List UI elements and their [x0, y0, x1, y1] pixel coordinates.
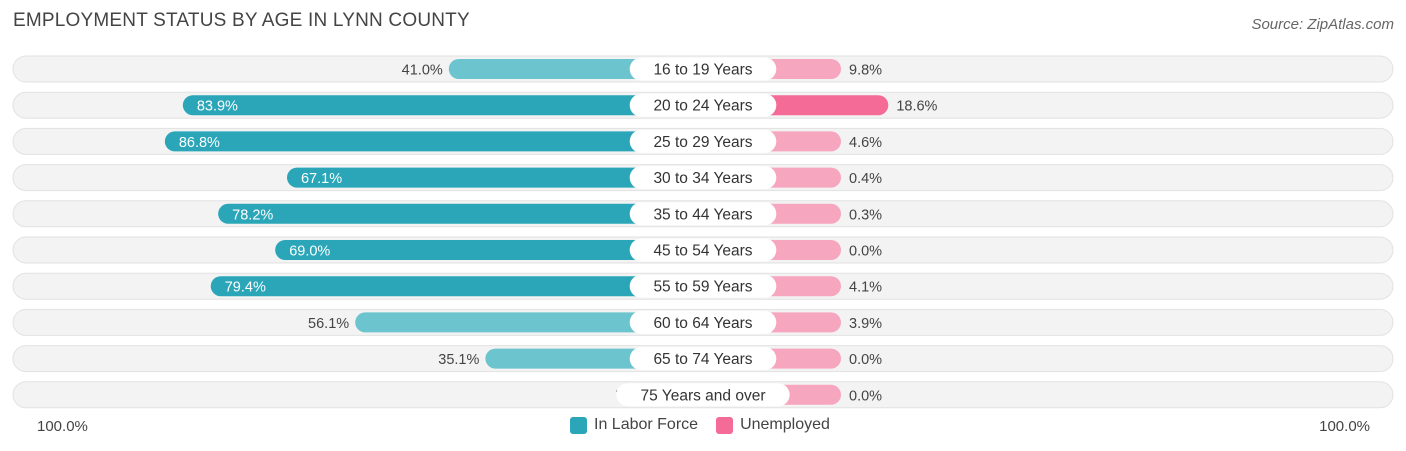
labor-force-value-label: 67.1% — [301, 171, 342, 187]
legend: In Labor Force Unemployed — [570, 416, 848, 434]
axis-left-label: 100.0% — [37, 418, 88, 435]
labor-force-bar — [164, 131, 704, 152]
legend-swatch-labor-force — [570, 416, 587, 434]
unemployed-value-label: 0.0% — [849, 352, 882, 368]
labor-force-value-label: 35.1% — [438, 352, 479, 368]
labor-force-value-label: 69.0% — [289, 244, 330, 260]
category-pill — [629, 238, 777, 262]
category-label: 60 to 64 Years — [653, 315, 752, 332]
category-label: 45 to 54 Years — [653, 243, 752, 260]
labor-force-bar — [182, 95, 703, 116]
labor-force-value-label: 79.4% — [225, 280, 266, 296]
labor-force-value-label: 83.9% — [197, 99, 238, 115]
unemployed-value-label: 4.6% — [849, 135, 882, 151]
category-label: 75 Years and over — [641, 387, 766, 404]
category-pill — [629, 93, 777, 117]
category-label: 35 to 44 Years — [653, 206, 752, 223]
unemployed-value-label: 9.8% — [849, 63, 882, 79]
unemployed-value-label: 0.4% — [849, 171, 882, 187]
category-label: 16 to 19 Years — [653, 62, 752, 79]
source-label: Source: ZipAtlas.com — [1251, 16, 1394, 33]
legend-item-labor-force: In Labor Force — [570, 416, 698, 434]
labor-force-value-label: 78.2% — [232, 207, 273, 223]
labor-force-value-label: 86.8% — [179, 135, 220, 151]
labor-force-bar — [210, 276, 703, 297]
category-pill — [629, 347, 777, 371]
unemployed-value-label: 0.0% — [849, 388, 882, 404]
legend-swatch-unemployed — [716, 416, 734, 434]
labor-force-bar — [218, 203, 703, 224]
legend-item-unemployed: Unemployed — [716, 416, 830, 434]
category-pill — [629, 202, 777, 226]
unemployed-value-label: 18.6% — [896, 99, 937, 115]
chart-title: EMPLOYMENT STATUS BY AGE IN LYNN COUNTY — [13, 10, 470, 31]
labor-force-bar — [275, 240, 703, 260]
unemployed-value-label: 4.1% — [849, 280, 882, 296]
labor-force-value-label: 56.1% — [308, 316, 349, 332]
legend-label-labor-force: In Labor Force — [594, 416, 699, 433]
unemployed-value-label: 0.0% — [849, 244, 882, 260]
category-label: 55 to 59 Years — [653, 279, 752, 296]
labor-force-bar — [286, 167, 703, 188]
category-label: 20 to 24 Years — [653, 98, 752, 115]
category-label: 25 to 29 Years — [653, 134, 752, 151]
unemployed-value-label: 0.3% — [849, 207, 882, 223]
legend-label-unemployed: Unemployed — [740, 416, 830, 433]
category-pill — [629, 129, 777, 153]
category-pill — [629, 57, 777, 81]
category-pill — [616, 383, 790, 407]
category-pill — [629, 274, 777, 298]
axis-right-label: 100.0% — [1319, 418, 1370, 435]
category-pill — [629, 310, 777, 334]
unemployed-value-label: 3.9% — [849, 316, 882, 332]
category-label: 65 to 74 Years — [653, 351, 752, 368]
labor-force-value-label: 41.0% — [402, 63, 443, 79]
category-label: 30 to 34 Years — [653, 170, 752, 187]
labor-force-bar — [355, 312, 703, 333]
category-pill — [629, 166, 777, 190]
